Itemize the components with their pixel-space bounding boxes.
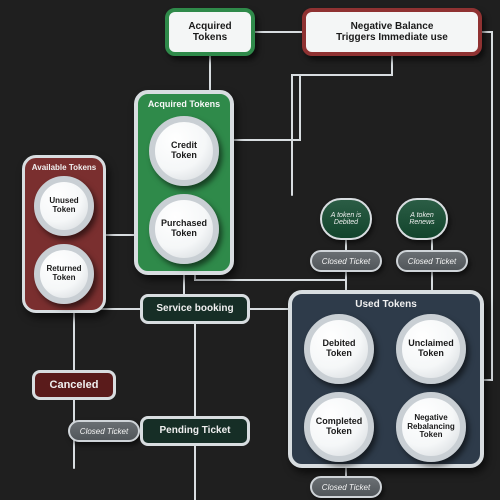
node-acquired-tokens-top: Acquired Tokens (165, 8, 255, 56)
circle-debited: Debited Token (304, 314, 374, 384)
circle-unclaimed: Unclaimed Token (396, 314, 466, 384)
pill-token_debited: A token is Debited (320, 198, 372, 240)
node-canceled: Canceled (32, 370, 116, 400)
circle-returned: Returned Token (34, 244, 94, 304)
circle-completed: Completed Token (304, 392, 374, 462)
circle-purchased: Purchased Token (149, 194, 219, 264)
panel-used-tokens-title: Used Tokens (292, 299, 480, 311)
circle-credit: Credit Token (149, 116, 219, 186)
pill-closed4: Closed Ticket (310, 476, 382, 498)
circle-negreb: Negative Rebalancing Token (396, 392, 466, 462)
pill-closed1: Closed Ticket (310, 250, 382, 272)
panel-acquired-tokens-title: Acquired Tokens (138, 99, 230, 109)
flowchart-canvas: Available Tokens Acquired Tokens Used Toke… (0, 0, 500, 500)
pill-token_renews: A token Renews (396, 198, 448, 240)
circle-unused: Unused Token (34, 176, 94, 236)
panel-available-tokens-title: Available Tokens (25, 163, 103, 172)
node-service-booking: Service booking (140, 294, 250, 324)
pill-closed2: Closed Ticket (396, 250, 468, 272)
node-negative-balance: Negative Balance Triggers Immediate use (302, 8, 482, 56)
pill-closed3: Closed Ticket (68, 420, 140, 442)
node-pending-ticket: Pending Ticket (140, 416, 250, 446)
